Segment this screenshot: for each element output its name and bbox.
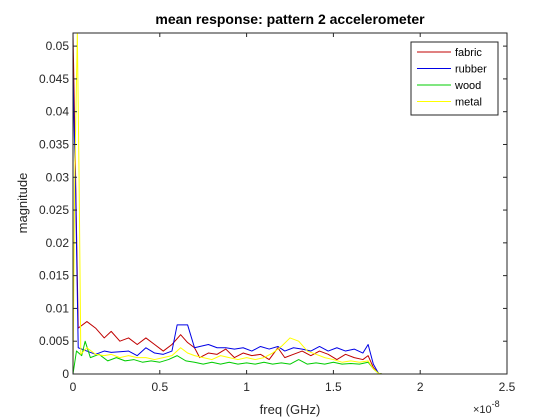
chart-title: mean response: pattern 2 accelerometer [155,11,425,27]
x-multiplier-base: ×10 [473,404,492,416]
series-line-metal [73,33,507,374]
legend-label-metal: metal [455,97,482,109]
y-tick-label: 0.05 [46,39,70,53]
y-tick-label: 0.04 [46,105,70,119]
y-tick-label: 0.035 [39,137,69,151]
x-tick-label: 0 [70,380,77,394]
legend-label-fabric: fabric [455,47,482,59]
series-line-rubber [73,72,507,374]
x-tick-label: 0.5 [151,380,168,394]
y-tick-label: 0 [62,367,69,381]
legend-box [410,41,499,116]
x-multiplier-label: ×10-8 [473,399,500,416]
y-tick-label: 0.025 [39,203,69,217]
series-line-fabric [73,33,507,374]
y-tick-label: 0.015 [39,269,69,283]
series-layer [73,33,507,374]
x-multiplier-exponent: -8 [492,399,500,409]
ticks-layer: 0 0.5 1 1.5 2 2.5 0 0.005 0.01 0.015 0.02 0.025 0.03… [39,33,516,394]
y-tick-label: 0.03 [46,170,70,184]
y-axis-label: magnitude [15,173,30,234]
legend-label-wood: wood [454,80,481,92]
x-tick-label: 1.5 [325,380,342,394]
legend: fabric rubber wood metal [410,41,499,116]
axes-layer [72,32,508,375]
x-tick-label: 1 [243,380,250,394]
x-tick-label: 2 [417,380,424,394]
y-tick-label: 0.01 [46,301,70,315]
x-tick-label: 2.5 [499,380,516,394]
series-line-wood [73,340,507,374]
y-tick-label: 0.005 [39,334,69,348]
axes-frame [72,32,508,375]
y-tick-label: 0.02 [46,236,70,250]
x-axis-label: freq (GHz) [260,402,321,417]
legend-label-rubber: rubber [455,64,487,76]
y-tick-label: 0.045 [39,72,69,86]
